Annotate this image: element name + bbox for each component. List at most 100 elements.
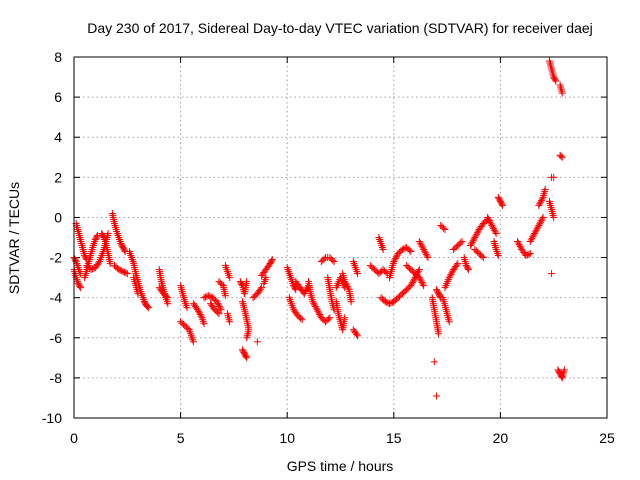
data-point bbox=[464, 266, 472, 274]
x-tick-label: 0 bbox=[70, 430, 78, 446]
data-point bbox=[536, 198, 544, 206]
data-point bbox=[99, 232, 107, 240]
data-point bbox=[445, 318, 453, 326]
y-tick-label: -10 bbox=[42, 410, 62, 426]
data-point bbox=[432, 392, 440, 400]
data-point bbox=[200, 320, 208, 328]
data-point bbox=[448, 269, 456, 277]
data-point bbox=[257, 285, 265, 293]
data-point bbox=[409, 277, 417, 285]
x-axis-label: GPS time / hours bbox=[287, 458, 394, 474]
data-point bbox=[558, 153, 566, 161]
data-point bbox=[419, 244, 427, 252]
data-point bbox=[489, 223, 497, 231]
data-point bbox=[514, 239, 522, 247]
data-point bbox=[446, 272, 454, 280]
data-point bbox=[541, 185, 549, 193]
data-point bbox=[215, 302, 223, 310]
data-point bbox=[551, 76, 559, 84]
data-point bbox=[118, 267, 126, 275]
data-point bbox=[116, 266, 124, 274]
data-point bbox=[468, 238, 476, 246]
data-point bbox=[484, 215, 492, 223]
data-point bbox=[386, 300, 394, 308]
data-point bbox=[195, 307, 203, 315]
data-point bbox=[536, 218, 544, 226]
data-point bbox=[470, 235, 478, 243]
data-point bbox=[309, 298, 317, 306]
data-point bbox=[529, 233, 537, 241]
data-point bbox=[213, 298, 221, 306]
data-point bbox=[297, 314, 305, 322]
plot-frame bbox=[73, 56, 608, 419]
data-point bbox=[539, 213, 547, 221]
data-point bbox=[492, 229, 500, 237]
data-point bbox=[417, 241, 425, 249]
data-point bbox=[531, 229, 539, 237]
data-point bbox=[522, 252, 530, 260]
y-tick-label: 4 bbox=[54, 129, 62, 145]
data-point bbox=[453, 261, 461, 269]
grid-lines bbox=[74, 57, 607, 418]
data-point bbox=[494, 252, 502, 260]
data-point bbox=[410, 275, 418, 283]
data-point bbox=[76, 282, 84, 290]
data-point bbox=[420, 246, 428, 254]
data-point bbox=[516, 242, 524, 250]
y-tick-label: -6 bbox=[50, 330, 63, 346]
y-tick-label: -2 bbox=[50, 250, 63, 266]
data-point bbox=[387, 299, 395, 307]
data-point bbox=[536, 200, 544, 208]
data-point bbox=[71, 256, 79, 264]
data-point bbox=[320, 255, 328, 263]
data-point bbox=[344, 284, 352, 292]
data-point bbox=[430, 358, 438, 366]
data-point bbox=[314, 307, 322, 315]
data-point bbox=[408, 280, 416, 288]
data-point bbox=[457, 239, 465, 247]
data-point bbox=[538, 195, 546, 203]
data-point bbox=[528, 234, 536, 242]
data-point bbox=[204, 292, 212, 300]
data-point bbox=[515, 241, 523, 249]
data-point bbox=[115, 266, 123, 274]
x-tick-label: 25 bbox=[599, 430, 615, 446]
data-point bbox=[416, 239, 424, 247]
data-point bbox=[471, 234, 479, 241]
data-point bbox=[243, 334, 251, 342]
data-point bbox=[526, 238, 534, 246]
data-point bbox=[536, 220, 544, 228]
data-point bbox=[557, 152, 565, 160]
data-point bbox=[472, 232, 480, 240]
y-tick-label: -4 bbox=[50, 290, 63, 306]
data-point bbox=[268, 257, 276, 265]
data-point bbox=[424, 254, 432, 262]
data-point bbox=[120, 246, 128, 254]
data-point bbox=[533, 225, 541, 233]
data-point bbox=[214, 299, 222, 307]
data-point bbox=[464, 264, 472, 272]
data-point bbox=[217, 306, 225, 314]
data-point bbox=[88, 265, 96, 273]
data-point bbox=[76, 284, 84, 292]
data-point bbox=[392, 254, 400, 262]
data-point bbox=[558, 89, 566, 97]
data-point bbox=[194, 306, 202, 314]
data-point bbox=[326, 314, 334, 322]
data-points bbox=[70, 57, 568, 400]
data-point bbox=[391, 256, 399, 264]
x-tick-label: 5 bbox=[177, 430, 185, 446]
data-point bbox=[490, 226, 498, 234]
data-point bbox=[221, 292, 229, 300]
data-point bbox=[302, 286, 310, 294]
data-point bbox=[473, 229, 481, 237]
data-point bbox=[473, 230, 481, 238]
x-tick-label: 10 bbox=[279, 430, 295, 446]
data-point bbox=[445, 274, 453, 282]
data-point bbox=[196, 311, 204, 319]
y-tick-label: 2 bbox=[54, 169, 62, 185]
data-point bbox=[238, 280, 246, 288]
data-point bbox=[441, 225, 449, 233]
data-point bbox=[381, 298, 389, 306]
